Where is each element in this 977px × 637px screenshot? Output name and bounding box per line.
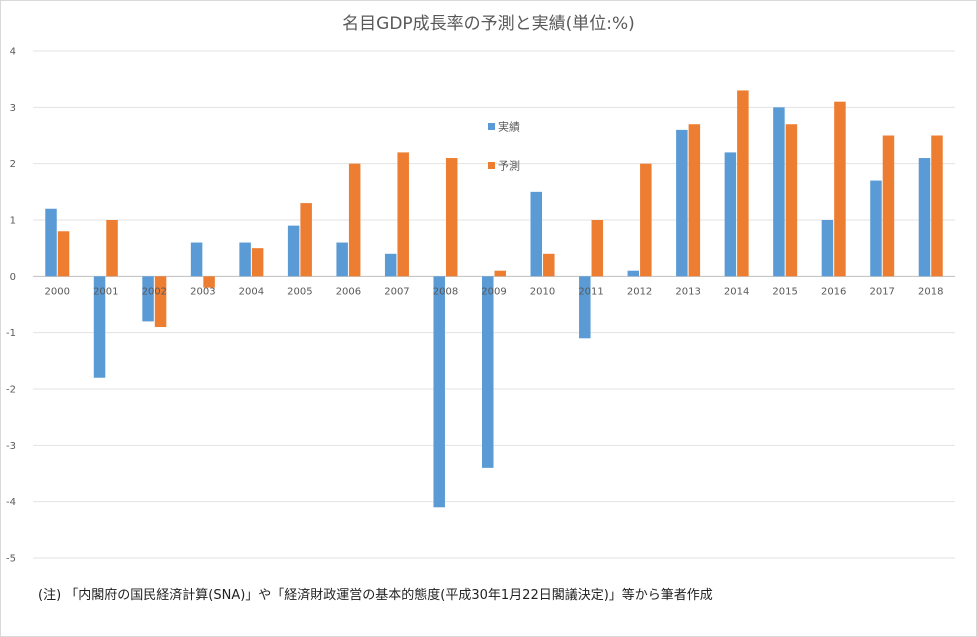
- legend-swatch: [488, 123, 495, 130]
- y-tick-label: -3: [6, 441, 16, 452]
- bar-forecast-2003: [203, 276, 215, 288]
- x-tick-label: 2016: [821, 286, 846, 297]
- y-axis-ticks: -5 -4 -3 -2 -1 0 1 2 3 4: [6, 47, 16, 565]
- bar-actual-2005: [287, 225, 300, 277]
- x-tick-label: 2014: [724, 286, 749, 297]
- bar-actual-2002: [142, 276, 154, 322]
- bar-forecast-2018: [931, 135, 943, 277]
- legend-swatch: [488, 162, 495, 169]
- x-tick-label: 2013: [675, 286, 700, 297]
- x-tick-label: 2007: [384, 286, 409, 297]
- bar-actual-2017: [870, 180, 882, 277]
- bar-forecast-2002: [154, 276, 167, 328]
- bar-forecast-2017: [882, 135, 895, 277]
- bar-forecast-2007: [397, 152, 409, 277]
- x-tick-label: 2004: [239, 286, 264, 297]
- y-tick-label: 2: [10, 159, 16, 170]
- bar-forecast-2013: [688, 124, 701, 277]
- bar-actual-2010: [530, 191, 543, 277]
- x-tick-label: 2009: [481, 286, 506, 297]
- x-tick-label: 2003: [190, 286, 215, 297]
- bar-forecast-2009: [494, 270, 506, 277]
- x-tick-label: 2015: [772, 286, 797, 297]
- y-tick-label: -4: [6, 497, 16, 508]
- bar-actual-2018: [918, 158, 931, 277]
- y-tick-label: -1: [6, 328, 16, 339]
- x-tick-label: 2002: [142, 286, 167, 297]
- bar-forecast-2012: [640, 163, 652, 277]
- bar-actual-2004: [239, 242, 251, 277]
- bar-forecast-2004: [251, 248, 264, 277]
- bar-actual-2014: [724, 152, 737, 277]
- x-tick-label: 2017: [869, 286, 894, 297]
- bar-actual-2001: [93, 276, 106, 378]
- bar-forecast-2005: [300, 203, 312, 277]
- source-note: (注) 「内閣府の国民経済計算(SNA)」や「経済財政運営の基本的態度(平成30…: [38, 588, 713, 603]
- y-tick-label: 3: [10, 103, 16, 114]
- y-tick-label: -5: [6, 554, 16, 565]
- y-tick-label: -2: [6, 385, 16, 396]
- x-tick-label: 2018: [918, 286, 943, 297]
- bar-actual-2011: [579, 276, 591, 339]
- x-tick-label: 2011: [578, 286, 603, 297]
- bar-actual-2009: [482, 276, 494, 468]
- bar-forecast-2006: [348, 163, 361, 277]
- y-tick-label: 4: [10, 47, 16, 58]
- x-tick-label: 2012: [627, 286, 652, 297]
- bar-actual-2000: [45, 208, 57, 277]
- x-tick-label: 2008: [433, 286, 458, 297]
- y-tick-label: 1: [10, 216, 16, 227]
- y-tick-label: 0: [10, 272, 16, 283]
- bar-actual-2008: [433, 276, 445, 508]
- x-tick-label: 2010: [530, 286, 555, 297]
- bar-actual-2013: [676, 129, 688, 277]
- x-tick-label: 2001: [93, 286, 118, 297]
- bar-forecast-2000: [57, 231, 70, 277]
- x-tick-label: 2005: [287, 286, 312, 297]
- bar-forecast-2014: [737, 90, 749, 277]
- bars: [45, 90, 943, 508]
- bar-forecast-2001: [106, 220, 118, 277]
- bar-actual-2007: [384, 253, 397, 277]
- bar-actual-2003: [190, 242, 203, 277]
- x-tick-label: 2006: [336, 286, 361, 297]
- chart-title: 名目GDP成長率の予測と実績(単位:%): [342, 14, 635, 34]
- x-axis-ticks: 2000 2001 2002 2003 2004 2005 2006 2007 2008 2009…: [45, 286, 944, 297]
- bar-forecast-2008: [445, 158, 458, 277]
- bar-actual-2012: [627, 270, 640, 277]
- bar-actual-2006: [336, 242, 348, 277]
- x-tick-label: 2000: [45, 286, 70, 297]
- bar-forecast-2015: [785, 124, 798, 277]
- bar-forecast-2010: [543, 253, 555, 277]
- legend-label: 予測: [498, 159, 520, 173]
- bar-forecast-2011: [591, 220, 604, 277]
- bar-actual-2016: [821, 220, 834, 277]
- bar-forecast-2016: [834, 101, 846, 277]
- legend-label: 実績: [498, 120, 520, 134]
- bar-actual-2015: [773, 107, 785, 277]
